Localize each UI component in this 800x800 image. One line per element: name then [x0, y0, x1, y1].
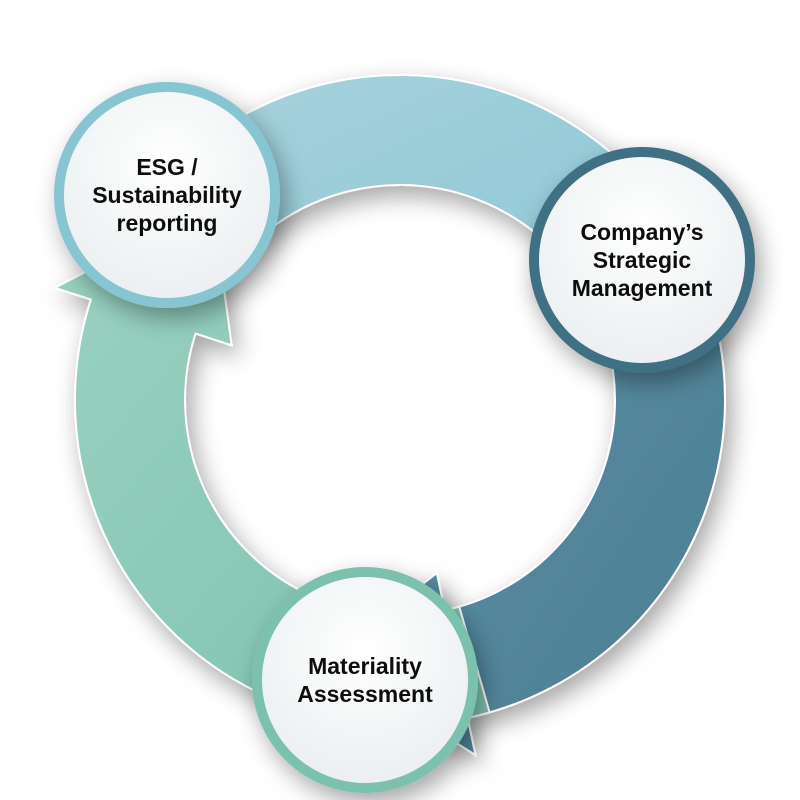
node-materiality: MaterialityAssessment: [252, 567, 478, 793]
node-esg: ESG /Sustainabilityreporting: [54, 82, 280, 308]
node-strategic: Company’sStrategicManagement: [529, 147, 755, 373]
cycle-diagram: ESG /Sustainabilityreporting Company’sStr…: [0, 0, 800, 800]
cycle-svg: ESG /Sustainabilityreporting Company’sStr…: [0, 0, 800, 800]
